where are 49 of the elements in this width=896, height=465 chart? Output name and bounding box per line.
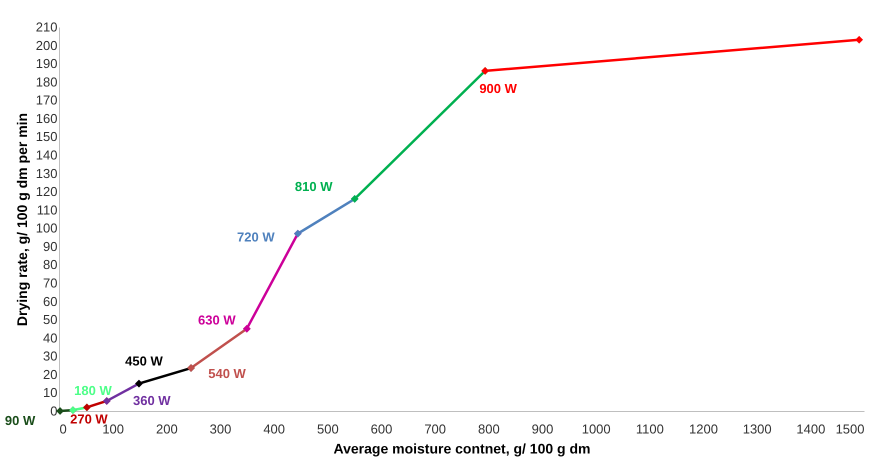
y-tick-label: 130	[36, 166, 58, 181]
series-label: 810 W	[294, 178, 334, 194]
x-tick-label: 500	[316, 422, 339, 436]
x-tick-label: 800	[478, 422, 500, 436]
point	[855, 36, 864, 44]
y-tick-label: 170	[36, 92, 58, 108]
x-tick-label: 300	[210, 422, 232, 436]
x-tick-label: 1300	[742, 422, 772, 436]
series-label: 540 W	[208, 366, 247, 382]
y-tick-label: 160	[36, 110, 58, 126]
y-tick-label: 190	[36, 56, 58, 72]
y-tick-label: 120	[36, 184, 58, 200]
x-tick-label: 1100	[636, 422, 664, 436]
x-tick-label: 700	[424, 422, 446, 436]
y-tick-label: 50	[43, 312, 58, 328]
y-tick-label: 180	[36, 74, 58, 90]
x-tick-label: 0	[60, 422, 67, 436]
x-tick-label: 1200	[689, 422, 718, 436]
y-tick-label: 80	[43, 257, 58, 272]
series-label: 180 W	[74, 383, 112, 398]
series-label: 630 W	[198, 312, 236, 328]
y-tick-label: 40	[43, 330, 58, 346]
y-tick-label: 150	[36, 129, 58, 144]
x-tick-label: 400	[263, 422, 286, 436]
y-tick-label: 0	[50, 404, 58, 418]
x-tick-label: 1400	[796, 422, 826, 436]
y-tick-label: 70	[43, 276, 58, 290]
x-tick-label: 1500	[836, 422, 864, 436]
y-tick-label: 110	[36, 202, 58, 218]
y-tick-label: 200	[36, 38, 58, 53]
series-label: 360 W	[132, 392, 172, 408]
y-tick-label: 30	[43, 348, 58, 364]
x-tick-label: 600	[370, 422, 392, 436]
x-axis-title: Average moisture contnet, g/ 100 g dm	[334, 440, 590, 456]
y-tick-label: 140	[36, 148, 58, 162]
x-tick-label: 900	[532, 422, 554, 436]
y-axis-title: Drying rate, g/ 100 g dm per min	[14, 112, 30, 326]
series-label: 900 W	[479, 80, 518, 96]
y-tick-label: 100	[36, 220, 58, 236]
y-tick-label: 90	[43, 238, 58, 254]
x-tick-label: 200	[156, 422, 178, 436]
series-label: 720 W	[237, 230, 276, 245]
y-tick-label: 210	[36, 20, 58, 34]
series-label: 450 W	[125, 354, 164, 369]
y-tick-label: 60	[43, 294, 58, 309]
x-tick-label: 1000	[582, 422, 611, 436]
y-tick-label: 20	[43, 366, 58, 382]
series-label: 90 W	[4, 413, 36, 428]
y-tick-label: 10	[43, 385, 58, 400]
